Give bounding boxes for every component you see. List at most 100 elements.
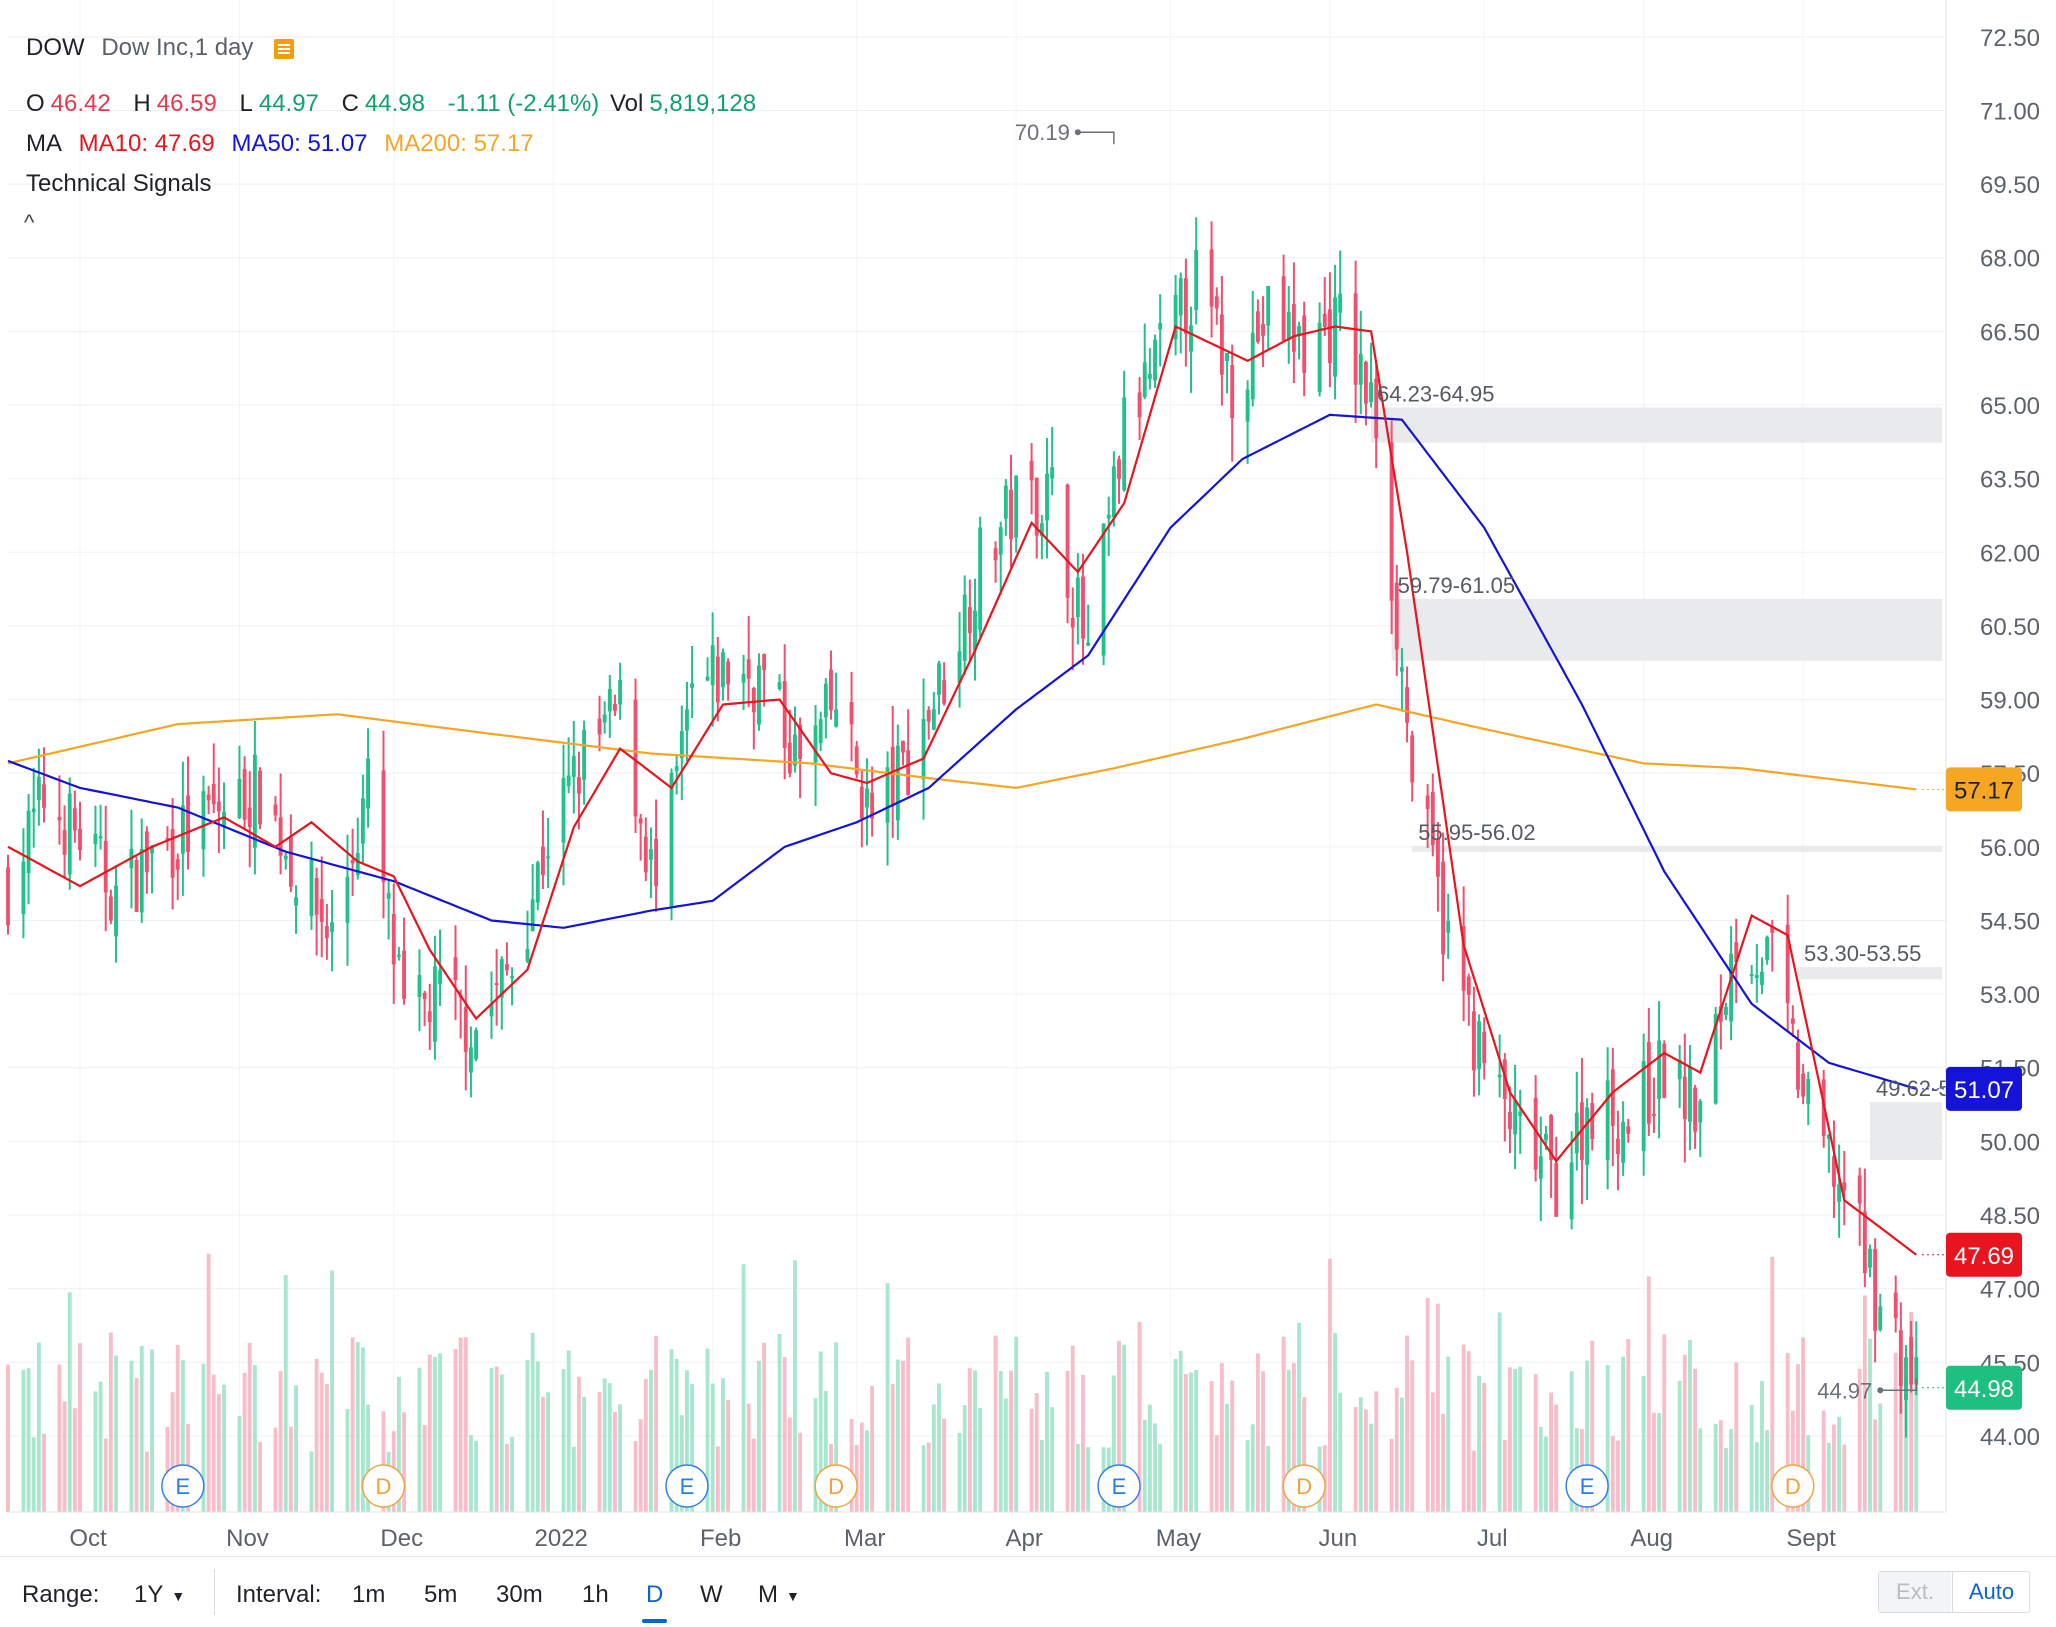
volume-bar: [1050, 1407, 1055, 1512]
y-tick-label: 60.50: [1980, 614, 2040, 641]
volume-bar: [1219, 1363, 1224, 1512]
volume-bar: [561, 1369, 566, 1512]
ext-button[interactable]: Ext.: [1879, 1572, 1951, 1612]
candle-body: [926, 710, 931, 722]
interval-d[interactable]: D: [641, 1581, 668, 1623]
volume-bar: [1255, 1353, 1260, 1512]
interval-1m[interactable]: 1m: [352, 1581, 386, 1608]
candle-body: [360, 798, 365, 844]
candle-body: [1081, 576, 1085, 639]
volume-bar: [1153, 1423, 1157, 1512]
interval-1h[interactable]: 1h: [582, 1581, 609, 1608]
volume-bar: [150, 1349, 154, 1512]
volume-bar: [1554, 1404, 1559, 1512]
candle-body: [1194, 249, 1199, 310]
candle-body: [1219, 314, 1224, 375]
candle-body: [1585, 1107, 1590, 1165]
y-tick-label: 62.00: [1980, 540, 2040, 567]
volume-bar: [505, 1444, 509, 1512]
interval-5m[interactable]: 5m: [424, 1581, 458, 1608]
volume-bar: [1245, 1440, 1250, 1512]
candle-body: [1698, 1101, 1703, 1123]
y-tick-label: 71.00: [1980, 98, 2040, 125]
candle-body: [921, 718, 926, 780]
price-chart[interactable]: 70.19 44.97 64.23-64.95 59.79-61.05 55.95-56…: [0, 0, 2056, 1556]
candle-body: [62, 830, 67, 855]
earnings-marker: [161, 1464, 205, 1508]
candle-body: [1837, 1184, 1842, 1202]
volume-bar: [870, 1385, 875, 1512]
volume-bar: [1832, 1424, 1836, 1512]
interval-w[interactable]: W: [700, 1581, 723, 1608]
volume-bar: [582, 1396, 587, 1512]
x-tick-label: Jun: [1319, 1525, 1358, 1552]
candle-body: [330, 922, 334, 933]
volume-bar: [638, 1419, 643, 1512]
candle-body: [1405, 687, 1409, 723]
candle-body: [366, 758, 370, 809]
candle-body: [762, 654, 767, 671]
volume-bar: [489, 1367, 494, 1512]
volume-bar: [813, 1398, 818, 1512]
technical-signals[interactable]: Technical Signals: [26, 170, 212, 197]
candle-body: [577, 777, 581, 794]
candle-body: [690, 683, 695, 688]
candle-body: [1297, 326, 1301, 336]
candle-body: [258, 770, 262, 825]
volume-bar: [1765, 1430, 1770, 1512]
ext-auto-toggle[interactable]: Ext. Auto: [1878, 1571, 2030, 1613]
candle-body: [829, 669, 833, 711]
ma-label: MA: [26, 130, 62, 157]
earnings-label: E: [1580, 1474, 1595, 1499]
volume-bar: [1477, 1375, 1482, 1512]
candle-body: [350, 860, 355, 864]
candle-body: [1122, 397, 1127, 491]
volume-bar: [1544, 1436, 1548, 1512]
volume-bar: [633, 1441, 638, 1512]
candle-body: [757, 665, 761, 725]
extreme-dot: [1877, 1387, 1884, 1394]
candle-body: [1605, 1080, 1610, 1160]
earnings-label: E: [680, 1474, 695, 1499]
menu-icon[interactable]: [274, 38, 295, 59]
candle-body: [1446, 920, 1451, 933]
volume-bar: [206, 1253, 211, 1512]
volume-bar: [175, 1344, 180, 1512]
auto-button[interactable]: Auto: [1952, 1572, 2029, 1612]
volume-bar: [618, 1404, 623, 1512]
volume-bar: [525, 1359, 530, 1512]
volume-bar: [798, 1432, 803, 1512]
volume-bar: [746, 1403, 751, 1512]
candle-body: [1724, 1007, 1728, 1016]
candle-body: [1646, 1042, 1651, 1124]
candle-body: [283, 855, 288, 860]
candle-body: [1009, 489, 1013, 540]
candle-body: [1652, 1113, 1656, 1116]
candle-body: [1826, 1134, 1831, 1139]
candle-body: [1075, 577, 1080, 618]
volume-bar: [1693, 1368, 1698, 1512]
volume-bar: [72, 1408, 77, 1512]
volume-bar: [294, 1385, 298, 1512]
interval-m-label: M: [758, 1581, 778, 1608]
volume-bar: [463, 1337, 468, 1512]
candle-body: [823, 683, 828, 718]
volume-bar: [1873, 1419, 1878, 1512]
candle-body: [288, 836, 293, 887]
candle-body: [967, 607, 972, 634]
volume-bar: [31, 1437, 36, 1512]
volume-bar: [139, 1346, 144, 1512]
collapse-icon[interactable]: ^: [24, 210, 35, 235]
interval-m[interactable]: M ▼: [758, 1581, 800, 1609]
candle-body: [1497, 1074, 1502, 1078]
candle-body: [427, 1011, 432, 1023]
interval-30m[interactable]: 30m: [496, 1581, 543, 1608]
candle-body: [1291, 304, 1296, 352]
candle-body: [36, 777, 41, 801]
volume-bar: [1363, 1409, 1368, 1512]
candle-body: [818, 719, 823, 744]
dividend-marker: [361, 1464, 406, 1508]
price-badge-label: 44.98: [1954, 1376, 2014, 1403]
volume-bar: [278, 1371, 283, 1512]
range-select[interactable]: 1Y ▼: [134, 1581, 185, 1609]
